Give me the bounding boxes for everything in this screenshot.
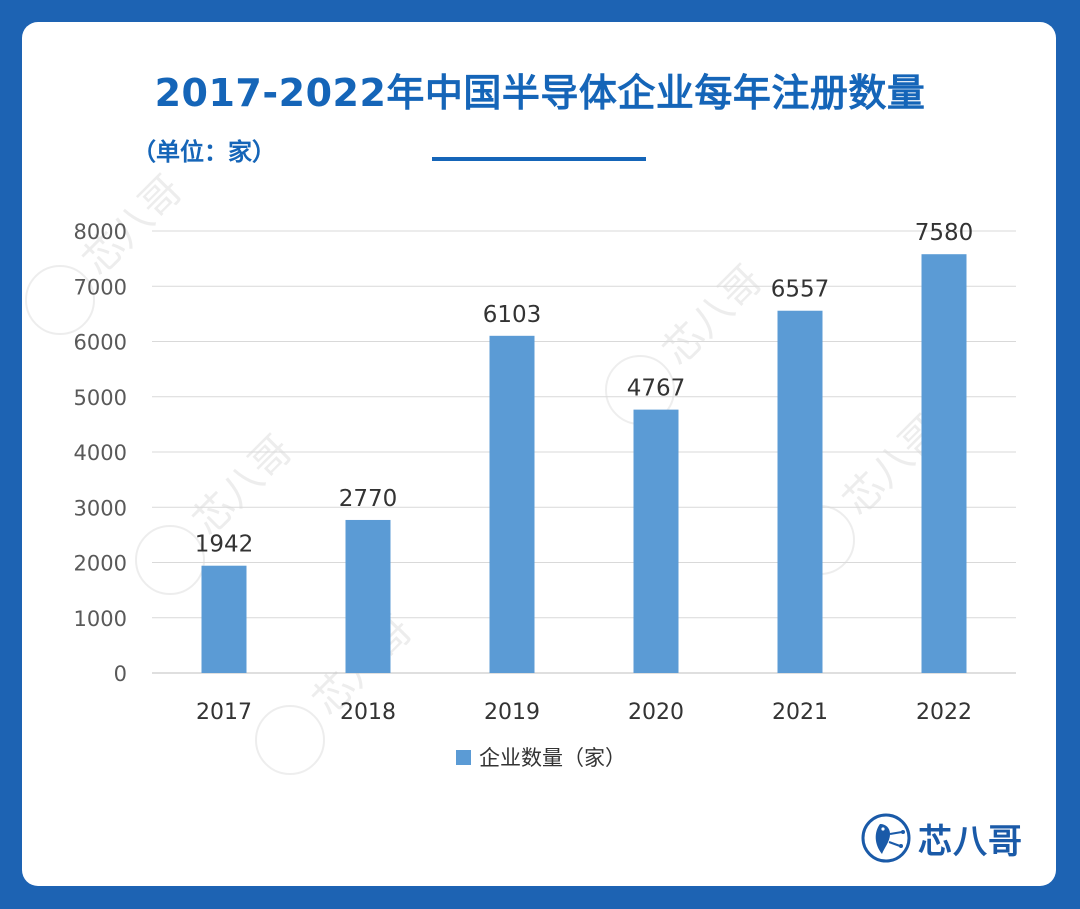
watermark-1: 芯八哥 [605,257,772,425]
x-tick-label: 2022 [916,700,972,725]
bars [201,254,967,673]
y-axis-ticks: 0 1000 2000 3000 4000 5000 6000 7000 8000 [74,220,127,686]
x-tick-label: 2020 [628,700,684,725]
logo-text: 芯八哥 [918,821,1023,862]
watermark-4: 芯八哥 [24,167,192,335]
data-label: 4767 [627,376,686,402]
chart-title: 2017-2022年中国半导体企业每年注册数量 [154,71,926,115]
y-tick-label: 0 [114,662,127,686]
x-tick-label: 2018 [340,700,396,725]
bar-2018 [345,519,391,673]
y-tick-label: 1000 [74,607,127,631]
chart-card [22,22,1056,886]
watermark-3: 芯八哥 [255,607,422,775]
data-labels: 1942 2770 6103 4767 6557 7580 [195,220,974,557]
y-tick-label: 8000 [74,220,127,244]
data-label: 6103 [483,302,542,328]
x-axis-ticks: 2017 2018 2019 2020 2021 2022 [196,700,972,725]
bar-2021 [777,310,823,673]
unit-label: （单位：家） [132,138,276,166]
y-tick-label: 3000 [74,496,127,520]
data-label: 2770 [339,486,398,512]
y-tick-label: 4000 [74,441,127,465]
y-tick-label: 2000 [74,552,127,576]
data-label: 1942 [195,532,254,558]
y-tick-label: 6000 [74,331,127,355]
x-tick-label: 2017 [196,700,252,725]
bar-2020 [633,409,679,673]
legend-label: 企业数量（家） [479,746,626,770]
legend-swatch [456,749,471,765]
legend: 企业数量（家） [456,742,626,772]
x-tick-label: 2021 [772,700,828,725]
x-tick-label: 2019 [484,700,540,725]
bar-2022 [921,254,967,673]
gridlines [152,230,1016,674]
brand-logo: 芯八哥 [860,812,1023,864]
y-tick-label: 5000 [74,386,127,410]
bar-2019 [489,335,535,673]
data-label: 7580 [915,220,974,246]
watermark-text: 芯八哥 [654,257,771,374]
watermark-text: 芯八哥 [184,427,301,544]
data-label: 6557 [771,277,830,303]
bar-2017 [201,565,247,673]
bird-circuit-logo-icon [861,813,911,863]
title-underline [432,157,646,161]
y-tick-label: 7000 [74,275,127,299]
